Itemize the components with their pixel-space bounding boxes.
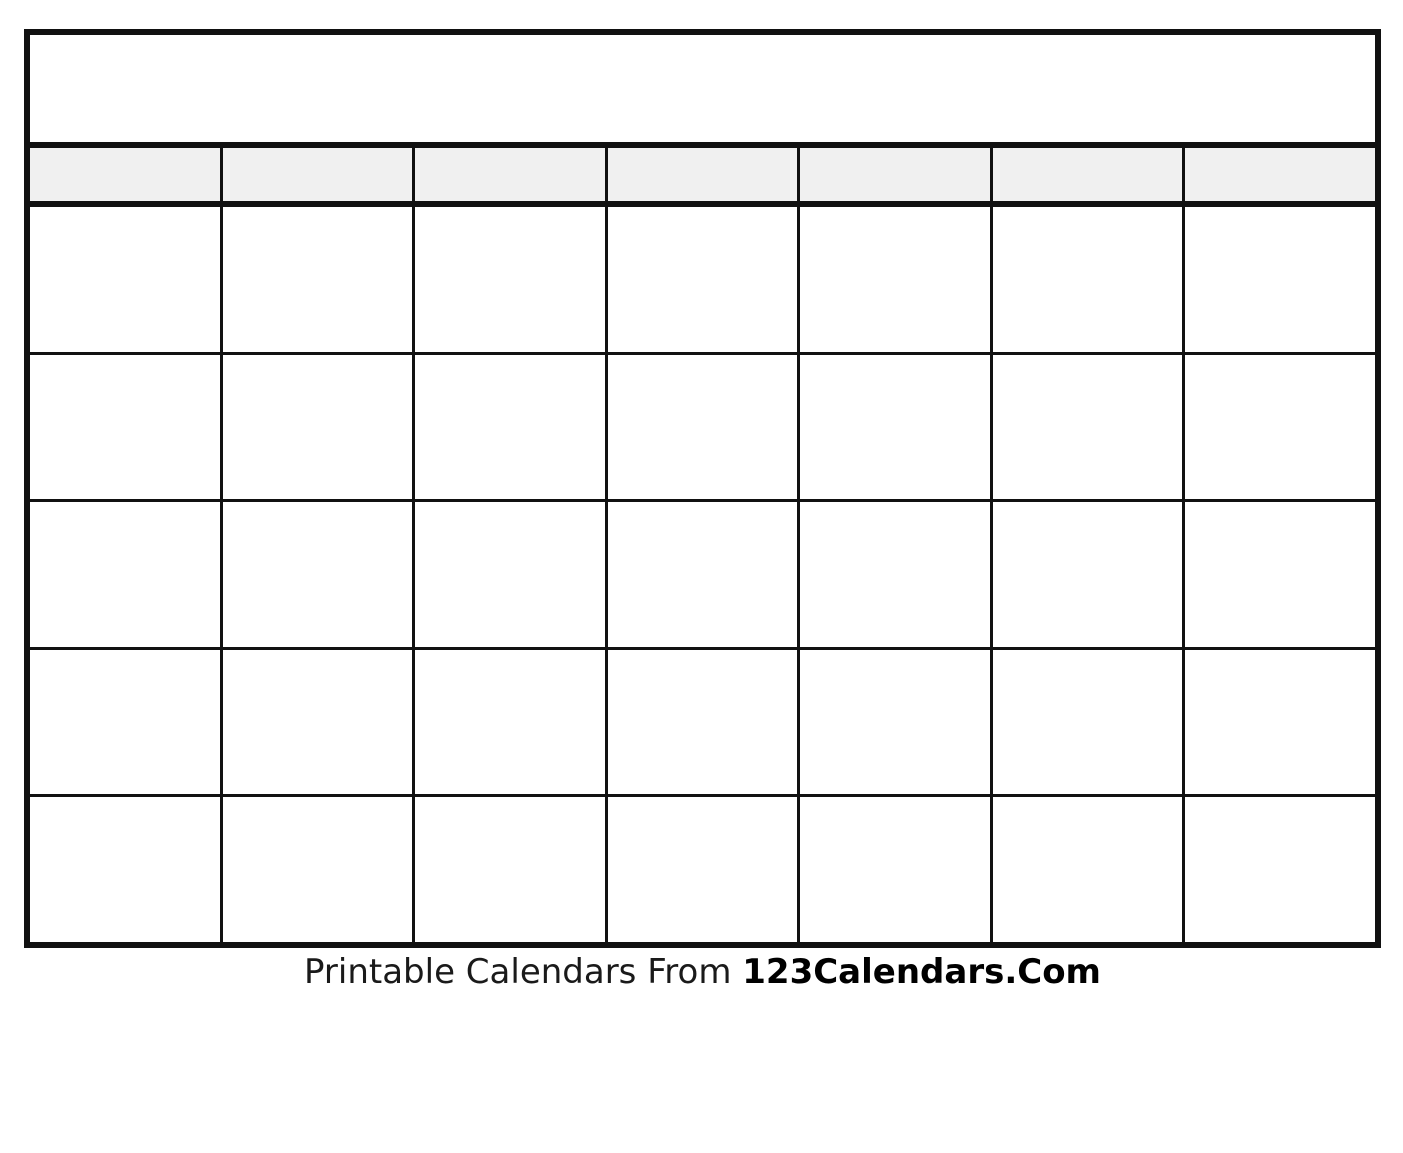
day-cell[interactable] xyxy=(222,502,416,647)
weekday-header-cell-2[interactable] xyxy=(222,148,416,201)
day-cell[interactable] xyxy=(222,649,416,795)
day-number xyxy=(232,508,404,509)
day-number xyxy=(39,803,211,804)
day-number xyxy=(617,361,789,362)
day-number xyxy=(232,213,404,214)
weekday-header-cell-6[interactable] xyxy=(992,148,1186,201)
day-number xyxy=(232,803,404,804)
day-number xyxy=(1002,213,1174,214)
day-number xyxy=(1002,803,1174,804)
footer-prefix-label: Printable Calendars From xyxy=(304,952,743,992)
footer-credit: Printable Calendars From 123Calendars.Co… xyxy=(24,950,1381,994)
day-cell[interactable] xyxy=(800,797,993,942)
weekday-header-cell-5[interactable] xyxy=(800,148,993,201)
day-number xyxy=(617,213,789,214)
day-cell[interactable] xyxy=(415,354,608,500)
week-row xyxy=(30,207,1376,355)
weekday-header-cell-7[interactable] xyxy=(1185,148,1376,201)
week-row xyxy=(30,502,1376,650)
day-cell[interactable] xyxy=(30,354,223,500)
day-cell[interactable] xyxy=(800,502,993,647)
day-number xyxy=(39,508,211,509)
day-number xyxy=(809,656,981,657)
day-number xyxy=(1194,803,1366,804)
day-number xyxy=(809,803,981,804)
day-number xyxy=(424,508,596,509)
day-number xyxy=(232,656,404,657)
day-number xyxy=(809,508,981,509)
weekday-header-cell-1[interactable] xyxy=(30,148,223,201)
calendar-weeks xyxy=(30,207,1376,942)
day-cell[interactable] xyxy=(800,354,993,500)
footer-brand-link[interactable]: 123Calendars.Com xyxy=(742,952,1101,992)
week-row xyxy=(30,797,1376,942)
day-cell[interactable] xyxy=(222,207,416,352)
day-number xyxy=(1002,361,1174,362)
day-cell[interactable] xyxy=(1185,649,1376,795)
day-cell[interactable] xyxy=(1185,502,1376,647)
day-number xyxy=(39,656,211,657)
day-number xyxy=(809,213,981,214)
day-cell[interactable] xyxy=(30,207,223,352)
day-cell[interactable] xyxy=(415,502,608,647)
day-cell[interactable] xyxy=(800,207,993,352)
day-cell[interactable] xyxy=(992,502,1186,647)
day-cell[interactable] xyxy=(30,649,223,795)
day-cell[interactable] xyxy=(992,207,1186,352)
day-number xyxy=(424,213,596,214)
day-number xyxy=(39,213,211,214)
day-cell[interactable] xyxy=(607,207,801,352)
day-number xyxy=(1194,656,1366,657)
day-cell[interactable] xyxy=(992,797,1186,942)
day-cell[interactable] xyxy=(1185,797,1376,942)
day-number xyxy=(1002,656,1174,657)
calendar-title-row[interactable] xyxy=(30,35,1375,148)
day-cell[interactable] xyxy=(992,354,1186,500)
day-cell[interactable] xyxy=(607,797,801,942)
day-cell[interactable] xyxy=(607,649,801,795)
day-number xyxy=(809,361,981,362)
day-number xyxy=(424,361,596,362)
day-cell[interactable] xyxy=(800,649,993,795)
day-cell[interactable] xyxy=(1185,354,1376,500)
day-number xyxy=(424,656,596,657)
day-cell[interactable] xyxy=(415,207,608,352)
week-row xyxy=(30,354,1376,503)
day-cell[interactable] xyxy=(992,649,1186,795)
day-cell[interactable] xyxy=(415,797,608,942)
day-number xyxy=(1002,508,1174,509)
day-cell[interactable] xyxy=(222,354,416,500)
calendar-grid xyxy=(24,29,1381,948)
day-number xyxy=(1194,213,1366,214)
day-cell[interactable] xyxy=(607,354,801,500)
day-cell[interactable] xyxy=(1185,207,1376,352)
day-cell[interactable] xyxy=(415,649,608,795)
day-number xyxy=(232,361,404,362)
day-number xyxy=(39,361,211,362)
day-number xyxy=(617,803,789,804)
week-row xyxy=(30,649,1376,798)
day-number xyxy=(617,656,789,657)
day-number xyxy=(424,803,596,804)
day-cell[interactable] xyxy=(30,797,223,942)
weekday-header-cell-4[interactable] xyxy=(607,148,801,201)
day-number xyxy=(1194,508,1366,509)
day-cell[interactable] xyxy=(607,502,801,647)
day-cell[interactable] xyxy=(222,797,416,942)
day-number xyxy=(617,508,789,509)
weekday-header-cell-3[interactable] xyxy=(415,148,608,201)
day-number xyxy=(1194,361,1366,362)
weekday-header-row xyxy=(30,148,1376,207)
day-cell[interactable] xyxy=(30,502,223,647)
